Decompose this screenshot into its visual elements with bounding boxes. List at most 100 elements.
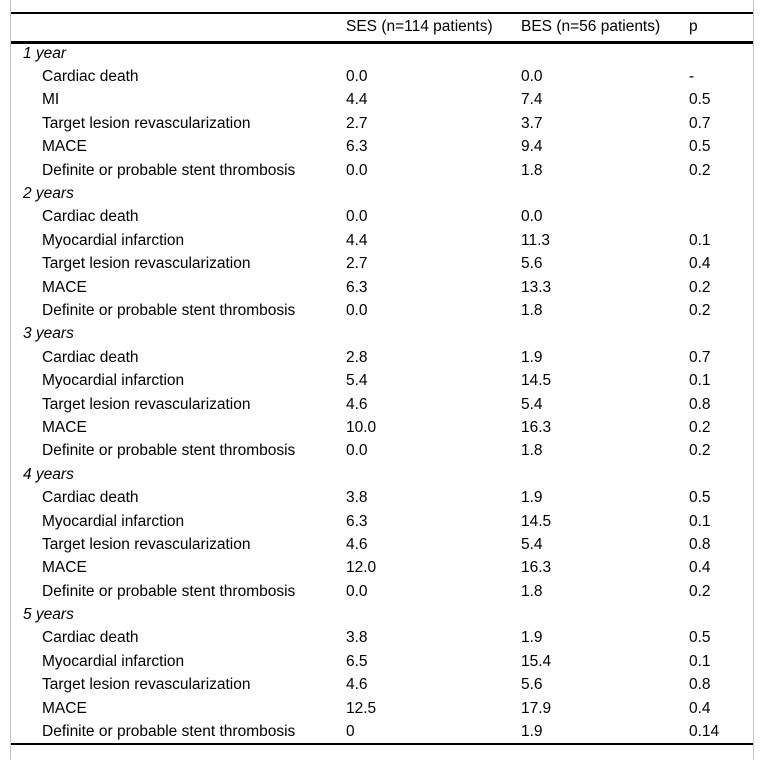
- bes-value: 1.9: [521, 629, 543, 647]
- row-label: Target lesion revascularization: [42, 255, 251, 273]
- p-value: 0.8: [689, 535, 711, 553]
- p-value: 0.7: [689, 114, 711, 132]
- row-label: MACE: [42, 278, 87, 296]
- table-row: Myocardial infarction 6.5 15.4 0.1: [11, 650, 753, 673]
- p-value: 0.4: [689, 559, 711, 577]
- ses-value: 12.5: [346, 699, 377, 717]
- table-row: Target lesion revascularization 4.6 5.6 0.8: [11, 674, 753, 697]
- table-row: Definite or probable stent thrombosis 0.0…: [11, 299, 753, 322]
- ses-value: 3.8: [346, 629, 368, 647]
- row-label: Definite or probable stent thrombosis: [42, 161, 296, 179]
- bes-value: 14.5: [521, 512, 552, 530]
- row-label: Cardiac death: [42, 68, 139, 86]
- p-value: 0.5: [689, 91, 711, 109]
- bes-value: 0.0: [521, 208, 543, 226]
- table-row: Cardiac death 3.8 1.9 0.5: [11, 486, 753, 509]
- header-row: SES (n=114 patients) BES (n=56 patients)…: [11, 12, 753, 44]
- bes-value: 5.6: [521, 676, 543, 694]
- row-label: Myocardial infarction: [42, 372, 185, 390]
- bes-value: 16.3: [521, 418, 552, 436]
- table-row: Cardiac death 3.8 1.9 0.5: [11, 627, 753, 650]
- bes-value: 1.8: [521, 301, 543, 319]
- table-row: MACE 6.3 9.4 0.5: [11, 136, 753, 159]
- table-row: Cardiac death 0.0 0.0 -: [11, 65, 753, 88]
- year-section-row: 4 years: [11, 463, 753, 486]
- bes-value: 5.4: [521, 535, 543, 553]
- bes-value: 13.3: [521, 278, 552, 296]
- bes-value: 14.5: [521, 372, 552, 390]
- bes-value: 5.4: [521, 395, 543, 413]
- p-value: 0.7: [689, 348, 711, 366]
- ses-value: 2.7: [346, 114, 368, 132]
- bes-value: 1.9: [521, 720, 689, 745]
- bes-value: 3.7: [521, 114, 543, 132]
- bes-value: 11.3: [521, 231, 551, 249]
- ses-value: 4.4: [346, 231, 368, 249]
- p-value: 0.2: [689, 418, 711, 436]
- ses-value: 4.6: [346, 535, 368, 553]
- p-value: 0.2: [689, 442, 711, 460]
- bes-value: 16.3: [521, 559, 552, 577]
- row-label: Cardiac death: [42, 208, 139, 226]
- header-ses-column: SES (n=114 patients): [346, 12, 521, 44]
- table-row: Target lesion revascularization 4.6 5.4 0.8: [11, 533, 753, 556]
- p-value: [689, 206, 753, 229]
- ses-value: 10.0: [346, 418, 377, 436]
- year-section-label: 4 years: [23, 465, 74, 483]
- year-section-row: 1 year: [11, 42, 753, 65]
- p-value: 0.8: [689, 676, 711, 694]
- ses-value: 0: [346, 720, 521, 745]
- row-label: Target lesion revascularization: [42, 395, 251, 413]
- p-value: 0.2: [689, 161, 711, 179]
- ses-value: 0.0: [346, 582, 368, 600]
- bes-value: 9.4: [521, 138, 543, 156]
- table-row: Definite or probable stent thrombosis 0.0…: [11, 440, 753, 463]
- p-value: 0.1: [689, 372, 711, 390]
- row-label: Myocardial infarction: [42, 231, 185, 249]
- table-frame: SES (n=114 patients) BES (n=56 patients)…: [10, 0, 754, 760]
- bes-value: 0.0: [521, 68, 543, 86]
- table-body: 1 year Cardiac death 0.0 0.0 - MI 4.4 7.4 0.5 Tar…: [11, 42, 753, 745]
- row-label: Definite or probable stent thrombosis: [42, 442, 296, 460]
- table-row: MACE 12.5 17.9 0.4: [11, 697, 753, 720]
- table-row: Myocardial infarction 6.3 14.5 0.1: [11, 510, 753, 533]
- ses-value: 0.0: [346, 68, 368, 86]
- year-section-label: 1 year: [23, 45, 67, 63]
- ses-value: 6.3: [346, 278, 368, 296]
- row-label: Definite or probable stent thrombosis: [11, 720, 346, 745]
- row-label: Definite or probable stent thrombosis: [42, 582, 296, 600]
- p-value: 0.2: [689, 582, 711, 600]
- ses-value: 4.6: [346, 395, 368, 413]
- ses-value: 2.8: [346, 348, 368, 366]
- row-label: MACE: [42, 559, 87, 577]
- p-value: 0.4: [689, 699, 711, 717]
- table-row: MACE 10.0 16.3 0.2: [11, 416, 753, 439]
- ses-value: 12.0: [346, 559, 377, 577]
- header-empty-cell: [11, 12, 346, 44]
- row-label: Definite or probable stent thrombosis: [42, 301, 296, 319]
- table-row: Target lesion revascularization 2.7 3.7 0.7: [11, 112, 753, 135]
- p-value: 0.14: [689, 720, 753, 745]
- ses-value: 3.8: [346, 489, 368, 507]
- row-label: Target lesion revascularization: [42, 114, 251, 132]
- bes-value: 5.6: [521, 255, 543, 273]
- row-label: Target lesion revascularization: [42, 535, 251, 553]
- table-row: Target lesion revascularization 2.7 5.6 0.4: [11, 253, 753, 276]
- row-label: Myocardial infarction: [42, 652, 185, 670]
- ses-value: 0.0: [346, 208, 368, 226]
- clinical-outcomes-table: SES (n=114 patients) BES (n=56 patients)…: [11, 12, 753, 745]
- row-label: Target lesion revascularization: [42, 676, 251, 694]
- row-label: Cardiac death: [42, 348, 139, 366]
- p-value: 0.1: [689, 652, 711, 670]
- p-value: 0.1: [689, 512, 711, 530]
- p-value: 0.4: [689, 255, 711, 273]
- p-value: 0.8: [689, 395, 711, 413]
- year-section-row: 3 years: [11, 323, 753, 346]
- ses-value: 0.0: [346, 161, 368, 179]
- p-value: 0.2: [689, 301, 711, 319]
- table-row: MACE 6.3 13.3 0.2: [11, 276, 753, 299]
- table-row: Myocardial infarction 5.4 14.5 0.1: [11, 369, 753, 392]
- row-label: MACE: [42, 138, 87, 156]
- row-label: Myocardial infarction: [42, 512, 185, 530]
- ses-value: 4.6: [346, 676, 368, 694]
